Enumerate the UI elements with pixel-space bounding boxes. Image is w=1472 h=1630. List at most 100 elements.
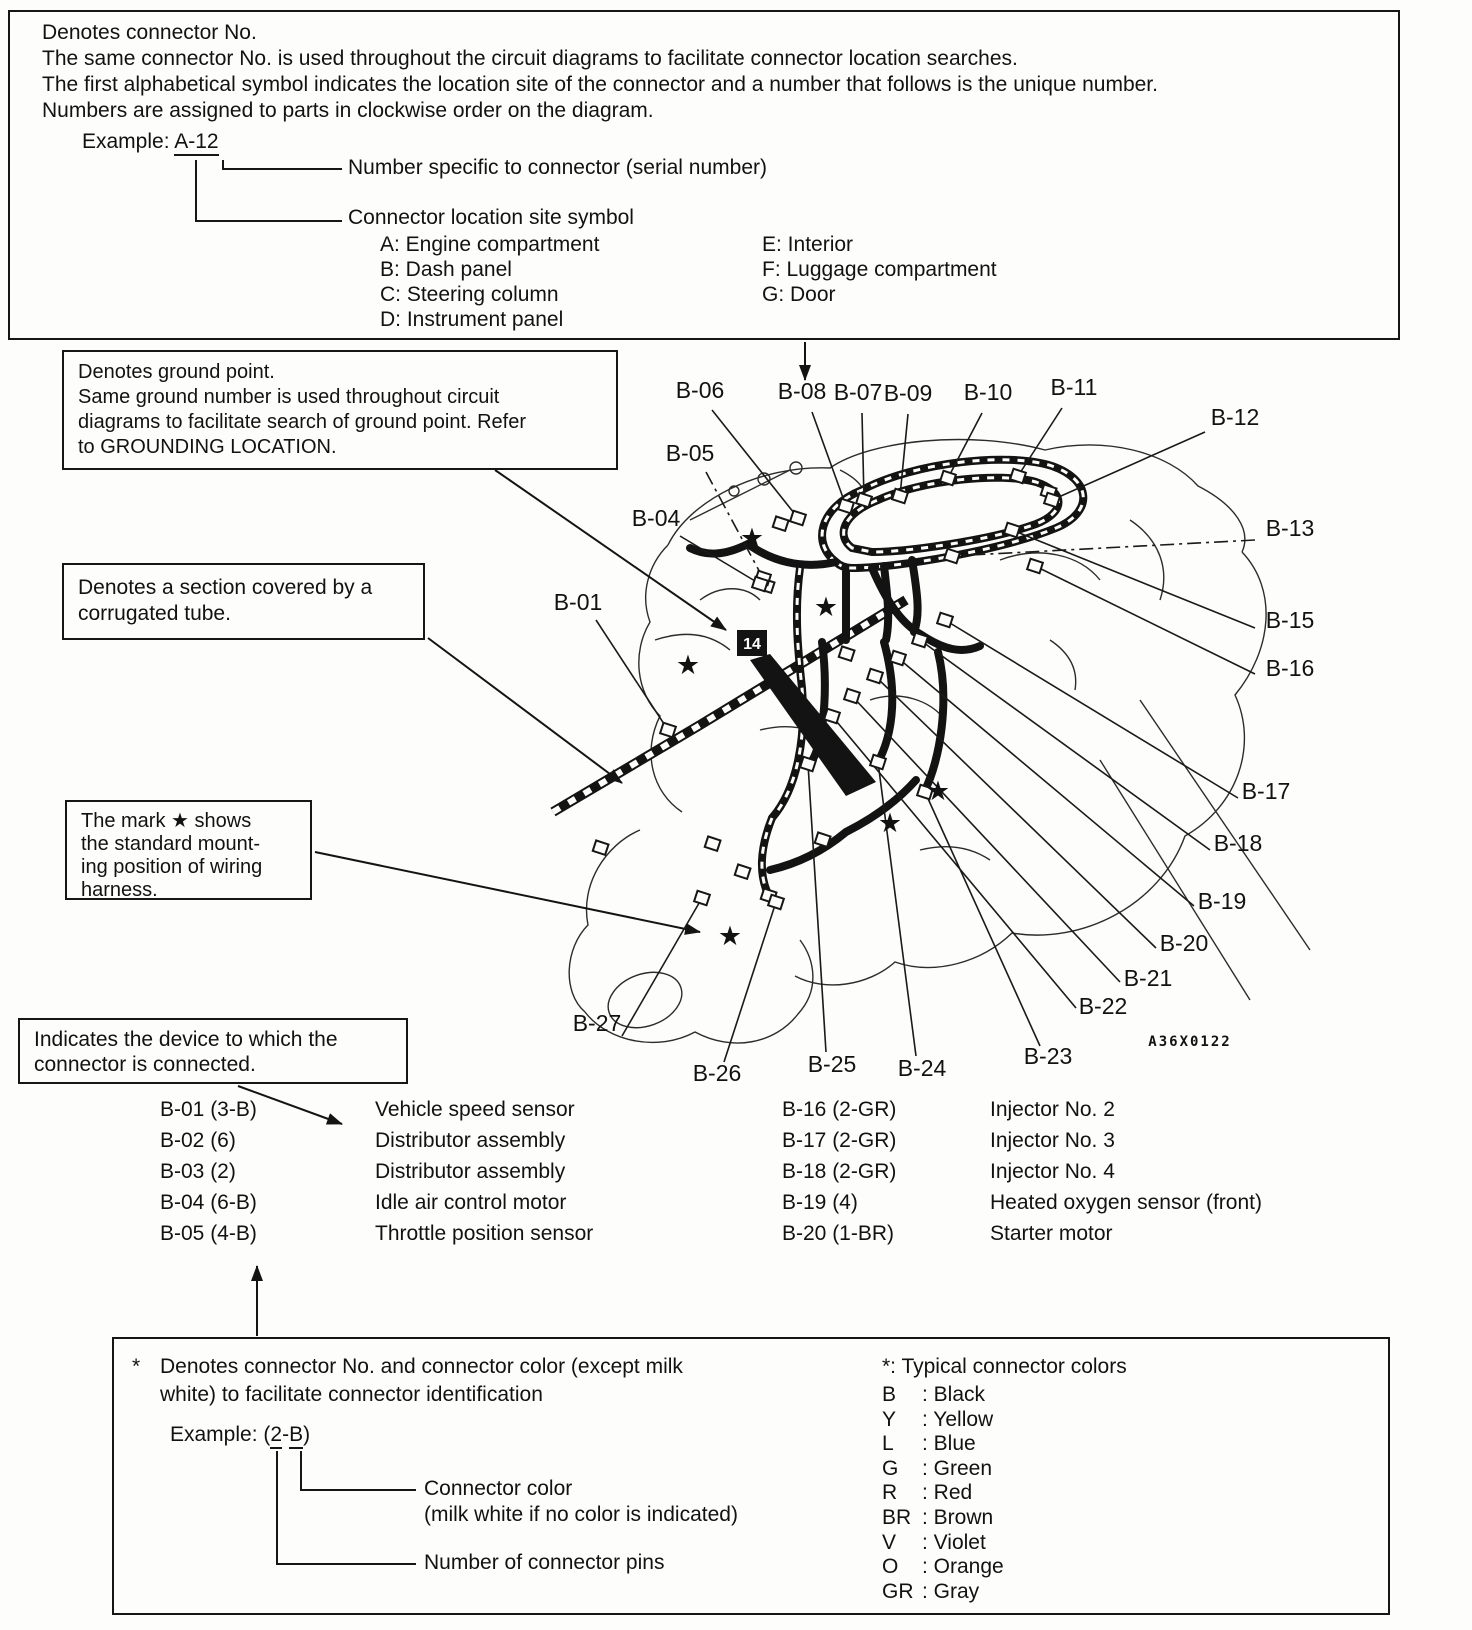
connector-square (836, 497, 856, 515)
site-symbol-label: Connector location site symbol (348, 206, 634, 229)
connector-square (750, 575, 770, 593)
star-mark: ★ (926, 776, 950, 806)
connector-label-B-19: B-19 (1198, 888, 1247, 914)
connector-leader-line (919, 639, 1211, 851)
connector-leader-line (807, 763, 827, 1053)
color-code: O (882, 1555, 899, 1579)
legend-line: Denotes ground point. (78, 361, 275, 383)
table-row: B-04 (6-B) Idle air control motor B-19 (4)… (160, 1187, 1400, 1218)
serial-number-label: Number specific to connector (serial num… (348, 156, 767, 179)
typical-colors-list: B: Black Y: Yellow L: Blue G: Green R: Red BR… (882, 1383, 1004, 1604)
table-cell: B-18 (2-GR) (782, 1160, 897, 1183)
example-connector-number: Example: A-12 (82, 130, 219, 156)
connector-color-label: Connector color (424, 1477, 573, 1500)
table-row: B-05 (4-B) Throttle position sensor B-20 (… (160, 1218, 1400, 1249)
table-cell: B-03 (2) (160, 1160, 236, 1183)
connector-square (915, 783, 935, 801)
color-code: BR (882, 1505, 912, 1529)
connector-leader-line (1017, 407, 1063, 477)
connector-label-B-18: B-18 (1214, 830, 1263, 856)
hyphen: - (282, 1423, 290, 1446)
table-cell: Injector No. 2 (990, 1098, 1115, 1121)
color-name: : Yellow (922, 1407, 994, 1431)
connector-square (692, 889, 712, 907)
table-cell: B-16 (2-GR) (782, 1098, 897, 1121)
legend-line: diagrams to facilitate search of ground … (78, 411, 527, 433)
connector-square (868, 753, 888, 771)
connector-label-B-04: B-04 (632, 505, 681, 531)
color-code: B (882, 1383, 897, 1406)
connector-label-B-11: B-11 (1051, 374, 1098, 400)
connector-leader-line (811, 411, 847, 507)
color-list-item: G : Green (882, 1457, 1004, 1482)
connector-leader-line (621, 897, 703, 1037)
legend-line: Numbers are assigned to parts in clockwi… (42, 99, 654, 122)
connector-square (822, 707, 842, 725)
connector-leader-line (944, 619, 1239, 799)
table-row: B-03 (2) Distributor assembly B-18 (2-GR) I… (160, 1156, 1400, 1187)
table-cell: B-04 (6-B) (160, 1191, 257, 1214)
legend-line: to GROUNDING LOCATION. (78, 436, 337, 458)
color-list-item: GR: Gray (882, 1580, 1004, 1605)
color-code: G (882, 1456, 899, 1480)
connector-square (1042, 491, 1062, 509)
footnote-asterisk: * (132, 1355, 141, 1378)
corrugated-tube-legend-box: Denotes a section covered by a corrugate… (62, 563, 425, 640)
connector-square (1002, 521, 1022, 539)
connector-label-B-22: B-22 (1079, 993, 1128, 1019)
pin-count-label: Number of connector pins (424, 1551, 665, 1574)
connector-square (658, 721, 678, 739)
site-symbols-left: A: Engine compartment B: Dash panel C: Ste… (380, 232, 599, 332)
color-code: Y (882, 1407, 897, 1431)
site-symbol-item: D: Instrument panel (380, 308, 564, 331)
connector-square (935, 611, 955, 629)
legend-line: Denotes connector No. and connector colo… (160, 1355, 683, 1378)
ground-point-legend-box: Denotes ground point. Same ground number… (62, 350, 618, 470)
connector-label-B-05: B-05 (666, 440, 715, 466)
paren: ) (303, 1423, 311, 1446)
connector-leader-line (1011, 529, 1256, 629)
legend-line: Denotes a section covered by a (78, 576, 373, 599)
connector-square (938, 469, 958, 487)
table-cell: B-19 (4) (782, 1191, 858, 1214)
example-value: A-12 (174, 130, 219, 156)
connector-leader-line (899, 413, 909, 497)
connector-label-B-21: B-21 (1124, 965, 1173, 991)
example-color-code: B (289, 1423, 304, 1449)
color-name: : Blue (922, 1432, 976, 1456)
connector-square (788, 509, 808, 527)
connector-label-B-25: B-25 (808, 1051, 857, 1077)
callout-line (276, 1451, 278, 1565)
table-cell: Starter motor (990, 1222, 1113, 1245)
connector-leader-line (877, 761, 917, 1057)
connector-label-B-20: B-20 (1160, 930, 1209, 956)
connector-label-B-10: B-10 (964, 379, 1013, 405)
table-row: B-01 (3-B) Vehicle speed sensor B-16 (2-GR… (160, 1094, 1400, 1125)
connector-square (865, 667, 885, 685)
site-symbols-right: E: Interior F: Luggage compartment G: Door (762, 232, 997, 307)
star-mark: ★ (718, 921, 742, 951)
color-code: R (882, 1481, 898, 1505)
table-cell: Idle air control motor (375, 1191, 567, 1214)
connector-label-B-13: B-13 (1266, 515, 1315, 541)
callout-line (300, 1451, 302, 1491)
callout-line (222, 160, 224, 170)
connector-label-B-01: B-01 (554, 589, 603, 615)
connector-color-sublabel: (milk white if no color is indicated) (424, 1503, 738, 1526)
legend-paragraph: Denotes connector No. The same connector… (42, 20, 1158, 124)
star-mark-legend-box: The mark ★ shows the standard mount- ing… (65, 800, 312, 901)
color-name: : Orange (922, 1555, 1004, 1579)
connector-leader-line (711, 409, 799, 519)
color-code: V (882, 1530, 897, 1554)
star-mark: ★ (740, 523, 764, 553)
table-cell: B-20 (1-BR) (782, 1222, 895, 1245)
connector-leader-line (851, 695, 1121, 983)
color-name: : Green (922, 1456, 993, 1480)
figure-code: A36X0122 (1148, 1034, 1231, 1050)
color-name: : Gray (922, 1579, 980, 1603)
connector-label-B-06: B-06 (676, 377, 725, 403)
table-cell: Distributor assembly (375, 1160, 566, 1183)
site-symbol-item: F: Luggage compartment (762, 258, 997, 281)
ground-point-number: 14 (743, 636, 761, 653)
